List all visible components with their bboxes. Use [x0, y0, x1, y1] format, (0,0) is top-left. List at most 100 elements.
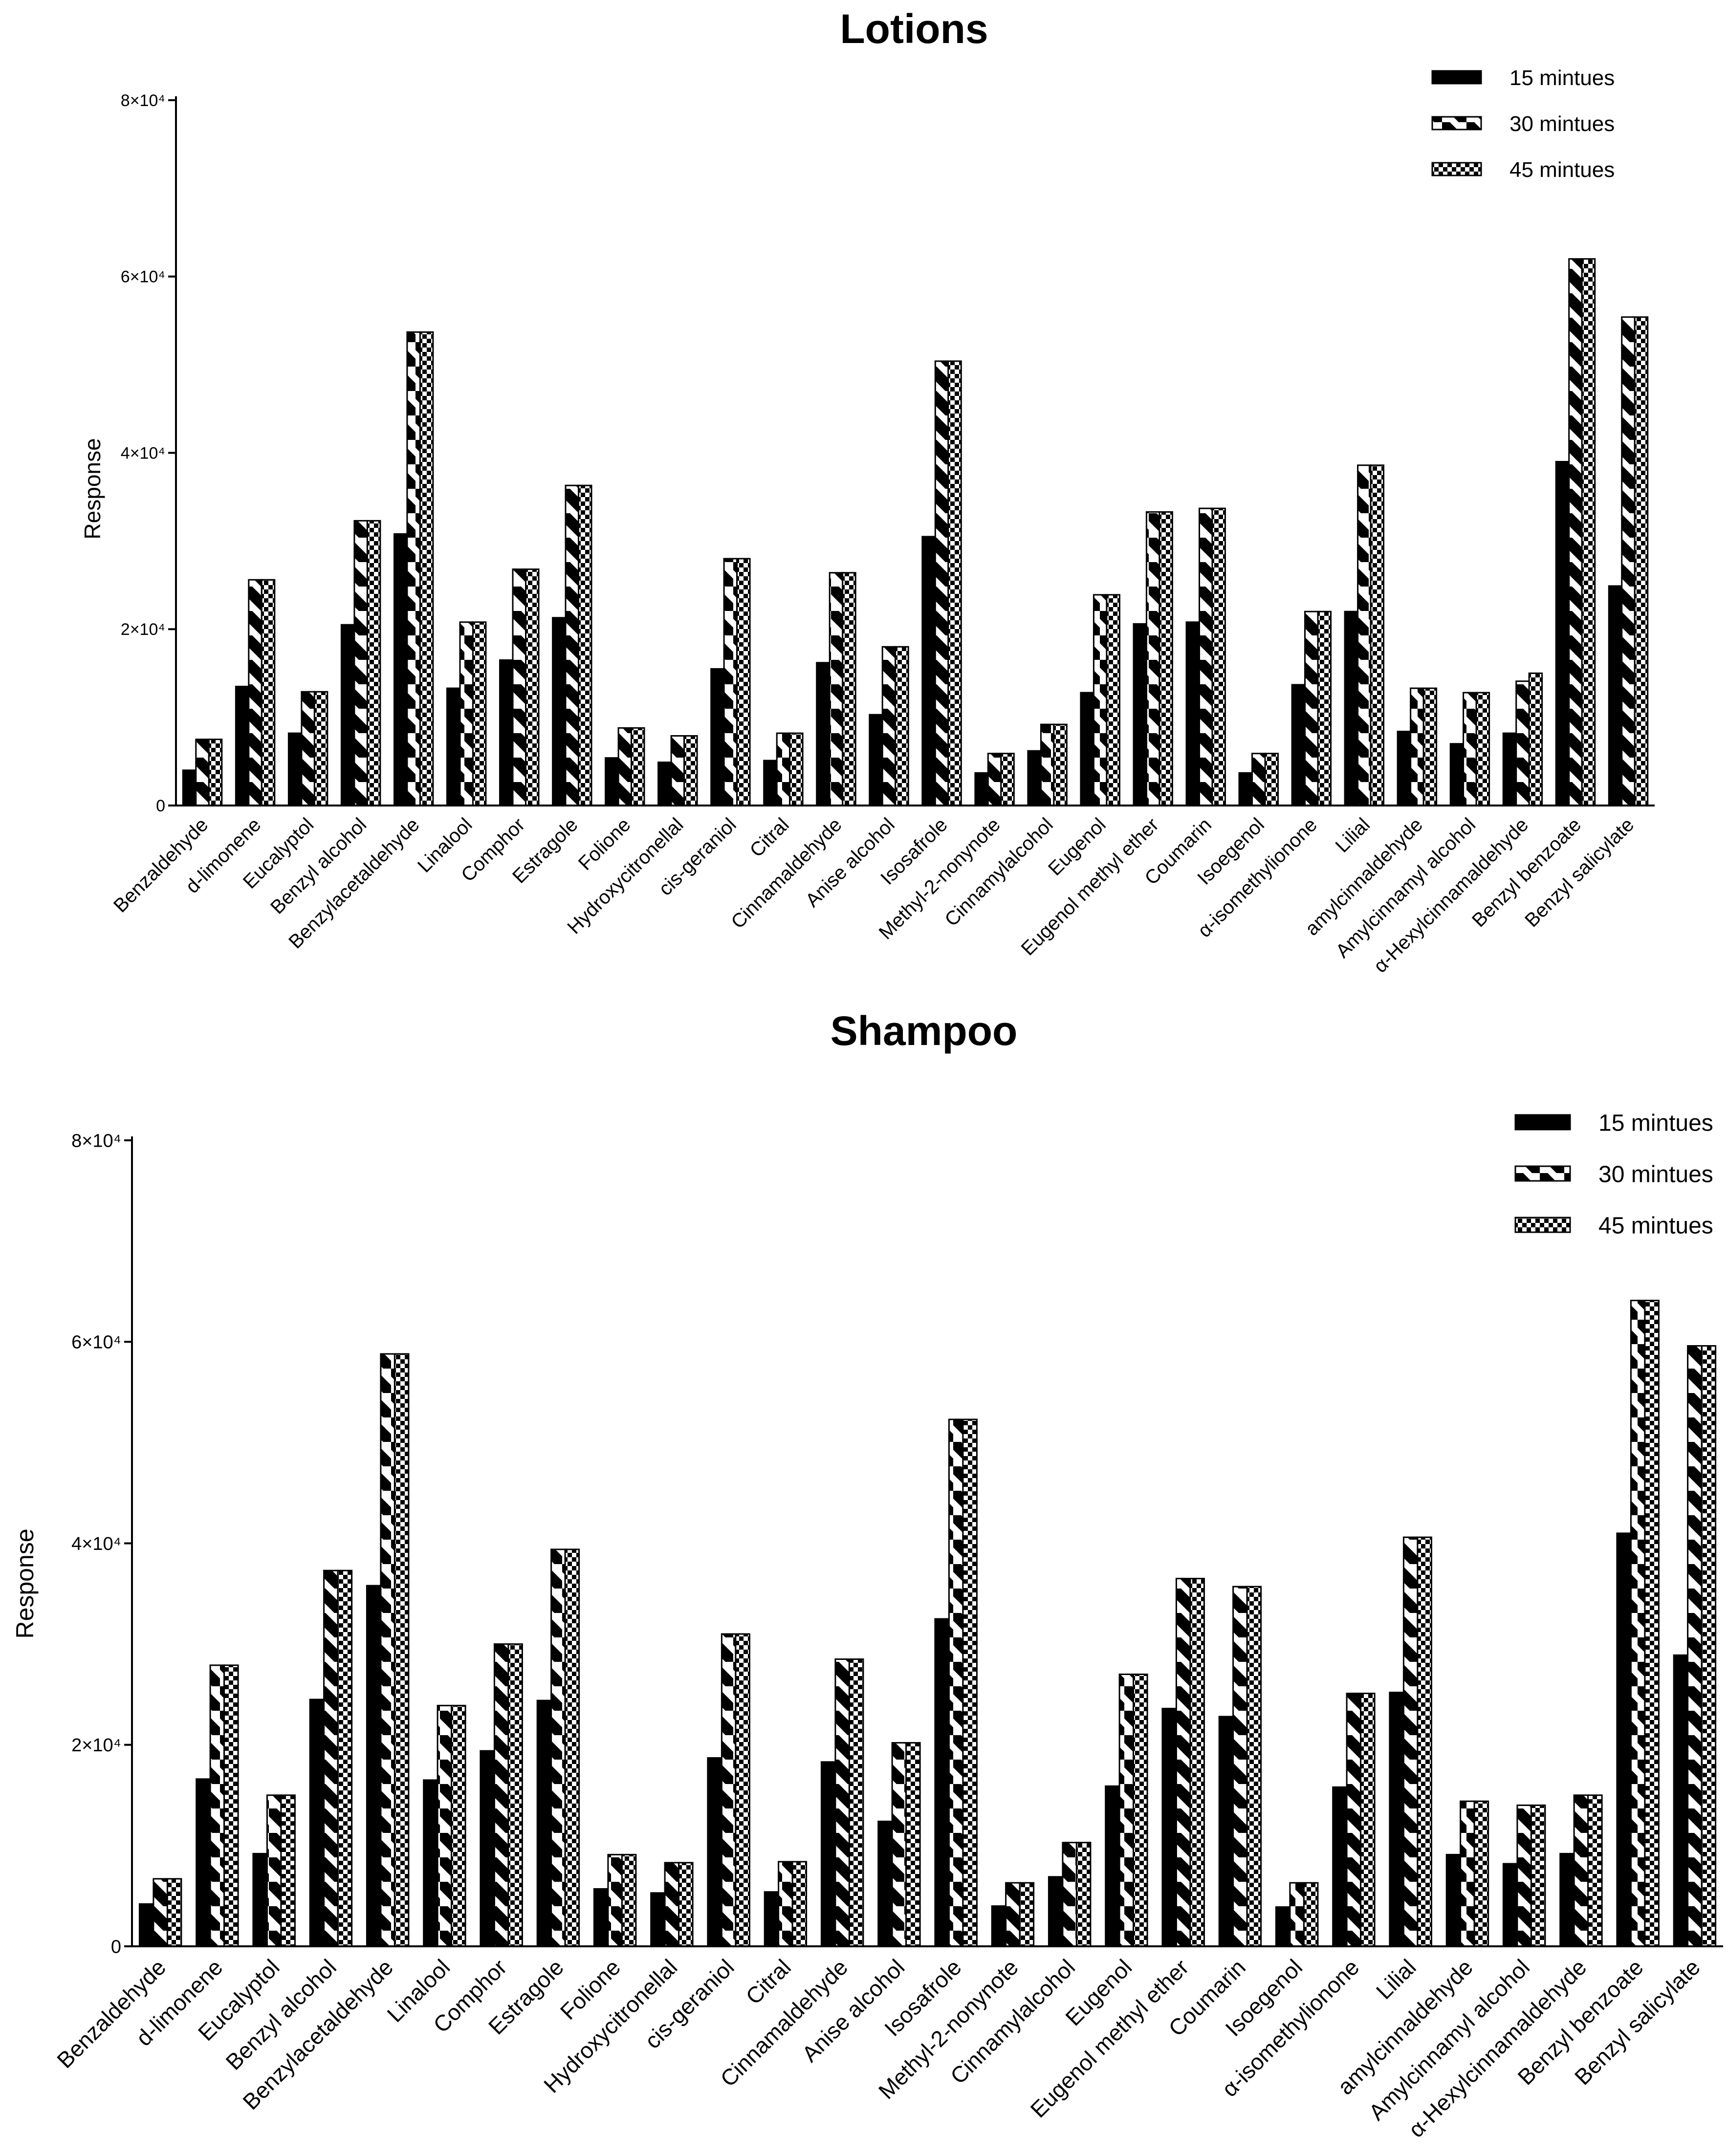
bar — [1133, 1674, 1148, 1947]
bar — [962, 1418, 978, 1947]
bar — [1133, 623, 1147, 806]
bar — [947, 360, 962, 806]
bar — [266, 1794, 282, 1947]
bar — [1161, 1708, 1177, 1947]
bar — [1040, 723, 1055, 806]
bar — [764, 1891, 780, 1947]
bar — [1251, 753, 1266, 806]
bar — [1644, 1300, 1660, 1947]
bar — [1701, 1345, 1717, 1947]
bar — [1516, 1804, 1532, 1947]
bar — [631, 727, 645, 806]
x-tick-label: Lilial — [1371, 1954, 1421, 2004]
legend-label: 45 mintues — [1509, 158, 1615, 182]
bar — [650, 1892, 666, 1947]
bar — [1502, 732, 1517, 806]
bar — [605, 757, 619, 806]
bar — [1159, 511, 1173, 806]
bar — [525, 568, 540, 806]
y-tick-label: 6×10⁴ — [71, 1332, 121, 1353]
bar — [1397, 731, 1412, 806]
y-tick-label: 6×10⁴ — [121, 268, 165, 286]
bar — [223, 1664, 239, 1947]
bar — [921, 536, 936, 806]
bar — [261, 579, 276, 806]
bar — [723, 558, 738, 806]
bar — [1291, 684, 1306, 806]
bar — [776, 732, 791, 806]
bar — [1118, 1674, 1135, 1947]
bar — [1460, 1800, 1475, 1947]
bar — [829, 572, 844, 806]
bar — [678, 1862, 694, 1947]
chart-title: Lotions — [840, 6, 988, 52]
bar — [353, 520, 368, 806]
bar — [1360, 1693, 1376, 1947]
bar — [991, 1905, 1007, 1947]
y-tick-label: 4×10⁴ — [121, 444, 165, 462]
bar — [1687, 1345, 1703, 1947]
bar — [607, 1853, 623, 1947]
legend-label: 15 mintues — [1509, 66, 1615, 90]
bar — [419, 331, 434, 806]
bar — [834, 1658, 850, 1947]
bar — [1218, 1716, 1234, 1947]
bar — [1185, 621, 1200, 806]
bar — [1417, 1536, 1432, 1947]
bar — [565, 484, 579, 806]
bar — [1473, 1800, 1489, 1947]
bar — [138, 1903, 154, 1947]
legend: 15 mintues 30 mintues 45 mintues — [1514, 1110, 1713, 1239]
legend-swatch — [1431, 162, 1482, 176]
bar — [593, 1888, 609, 1947]
bar — [209, 1664, 225, 1947]
bar — [1175, 1578, 1191, 1947]
bar — [195, 739, 210, 806]
bar — [869, 714, 883, 806]
bar — [366, 1585, 382, 1947]
bar — [617, 727, 633, 806]
bar — [366, 520, 381, 806]
bar — [934, 1618, 950, 1947]
bar — [1048, 1876, 1064, 1947]
bar — [778, 1861, 793, 1947]
legend-swatch — [1514, 1114, 1571, 1131]
bar — [1587, 1794, 1603, 1947]
bar — [166, 1878, 182, 1947]
bar — [1568, 258, 1583, 806]
bar — [1616, 1532, 1632, 1947]
bar — [1289, 1882, 1305, 1947]
bar — [446, 687, 461, 806]
chart-title: Shampoo — [831, 1008, 1018, 1054]
bar — [248, 579, 262, 806]
bar — [736, 558, 751, 806]
y-tick-label: 8×10⁴ — [71, 1131, 121, 1151]
bar — [1027, 750, 1042, 806]
bar — [1370, 464, 1384, 806]
bar — [1528, 672, 1543, 806]
bar — [710, 668, 725, 806]
bar — [948, 1418, 964, 1947]
bar — [721, 1633, 737, 1947]
bar — [280, 1794, 296, 1947]
bar — [252, 1852, 268, 1947]
bar — [1145, 511, 1160, 806]
bar — [1475, 692, 1490, 806]
y-tick-label: 4×10⁴ — [71, 1534, 121, 1554]
bar — [1246, 1586, 1262, 1947]
x-tick-label: Benzyl alcohol — [266, 814, 371, 918]
bar — [1502, 1863, 1518, 1947]
bar — [1000, 753, 1015, 806]
y-tick-label: 2×10⁴ — [121, 620, 165, 639]
bar — [472, 621, 487, 806]
bar — [480, 1750, 495, 1947]
bar — [208, 739, 223, 806]
bar — [1449, 743, 1465, 806]
y-tick-label: 2×10⁴ — [71, 1735, 121, 1756]
bar — [789, 732, 804, 806]
bar — [1232, 1586, 1248, 1947]
bar — [820, 1761, 836, 1947]
bar — [337, 1569, 353, 1947]
bar — [1062, 1842, 1077, 1947]
